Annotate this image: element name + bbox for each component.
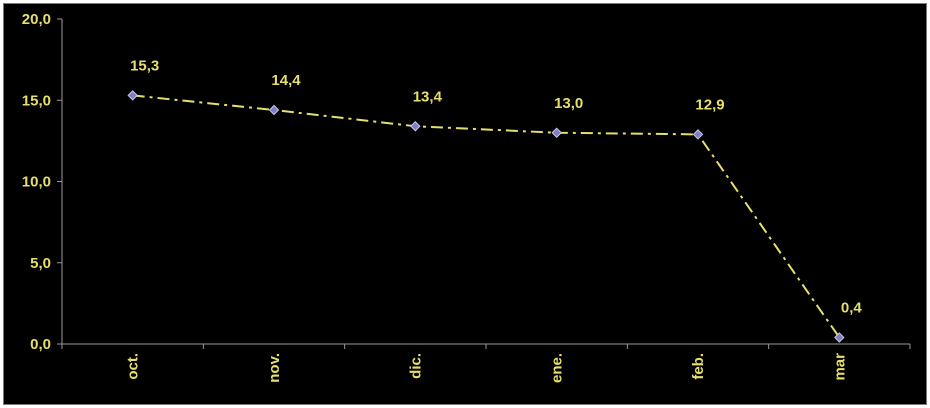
data-point-marker bbox=[692, 129, 704, 140]
y-tick-label: 5,0 bbox=[30, 255, 51, 272]
y-tick-label: 20,0 bbox=[22, 11, 51, 28]
series-markers bbox=[127, 90, 845, 343]
x-tick-label: nov. bbox=[266, 353, 283, 383]
x-axis-ticks: oct. nov. dic. ene. feb. mar bbox=[61, 344, 911, 383]
data-label: 0,4 bbox=[841, 300, 863, 317]
data-point-marker bbox=[834, 332, 845, 343]
x-tick-label: oct. bbox=[125, 353, 142, 380]
data-label: 13,0 bbox=[554, 95, 583, 112]
data-label: 12,9 bbox=[695, 96, 724, 113]
x-tick-label: ene. bbox=[549, 353, 566, 383]
data-label: 14,4 bbox=[271, 72, 301, 89]
line-chart: 0,0 5,0 10,0 15,0 20,0 oct. nov. dic. ene. feb. m… bbox=[22, 11, 911, 383]
data-point-marker bbox=[127, 90, 138, 101]
x-tick-label: feb. bbox=[690, 353, 707, 380]
y-tick-label: 0,0 bbox=[30, 336, 51, 353]
chart-frame: 0,0 5,0 10,0 15,0 20,0 oct. nov. dic. ene. feb. m… bbox=[3, 3, 927, 405]
data-label: 15,3 bbox=[130, 57, 159, 74]
y-tick-label: 15,0 bbox=[22, 92, 51, 109]
series-line-path bbox=[132, 94, 841, 339]
data-labels: 15,3 14,4 13,4 13,0 12,9 0,4 bbox=[130, 57, 862, 316]
data-label: 13,4 bbox=[413, 88, 443, 105]
y-axis-ticks: 0,0 5,0 10,0 15,0 20,0 bbox=[22, 11, 62, 353]
y-tick-label: 10,0 bbox=[22, 174, 51, 191]
series-line bbox=[132, 94, 841, 339]
x-tick-label: mar bbox=[831, 353, 848, 381]
data-point-marker bbox=[551, 127, 562, 138]
data-point-marker bbox=[268, 104, 280, 116]
data-point-marker bbox=[410, 121, 421, 132]
axes bbox=[61, 19, 910, 345]
x-tick-label: dic. bbox=[407, 353, 424, 379]
